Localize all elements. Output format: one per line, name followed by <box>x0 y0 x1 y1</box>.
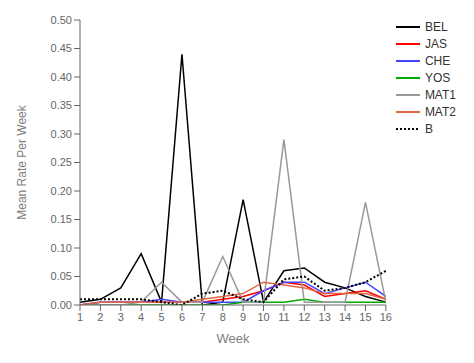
svg-text:0.10: 0.10 <box>51 242 72 254</box>
svg-text:5: 5 <box>159 311 165 323</box>
svg-text:12: 12 <box>298 311 310 323</box>
html-text:MAT1: MAT1 <box>424 88 456 102</box>
svg-text:4: 4 <box>138 311 144 323</box>
html-text:B: B <box>424 122 433 136</box>
svg-text:16: 16 <box>380 311 392 323</box>
svg-text:10: 10 <box>257 311 269 323</box>
svg-text:Week: Week <box>216 331 249 346</box>
svg-text:0.45: 0.45 <box>51 42 72 54</box>
svg-text:0.25: 0.25 <box>51 156 72 168</box>
svg-text:15: 15 <box>359 311 371 323</box>
svg-text:0.20: 0.20 <box>51 185 72 197</box>
svg-text:9: 9 <box>240 311 246 323</box>
svg-text:13: 13 <box>319 311 331 323</box>
svg-text:Mean Rate Per Week: Mean Rate Per Week <box>15 104 29 219</box>
html-text:JAS: JAS <box>424 37 447 51</box>
svg-text:0.35: 0.35 <box>51 99 72 111</box>
svg-text:7: 7 <box>199 311 205 323</box>
svg-text:3: 3 <box>118 311 124 323</box>
svg-text:0.40: 0.40 <box>51 71 72 83</box>
html-text:BEL: BEL <box>424 20 448 34</box>
html-text:YOS: YOS <box>424 71 451 85</box>
svg-text:1: 1 <box>77 311 83 323</box>
html-text:MAT2: MAT2 <box>424 105 456 119</box>
svg-text:11: 11 <box>278 311 289 323</box>
svg-text:0.50: 0.50 <box>51 14 72 26</box>
svg-text:8: 8 <box>220 311 226 323</box>
svg-text:2: 2 <box>97 311 103 323</box>
svg-text:14: 14 <box>339 311 351 323</box>
svg-text:0.15: 0.15 <box>51 213 72 225</box>
svg-text:0.30: 0.30 <box>51 128 72 140</box>
svg-text:0.00: 0.00 <box>51 299 72 311</box>
html-text:CHE: CHE <box>424 54 451 68</box>
svg-text:6: 6 <box>179 311 185 323</box>
svg-text:0.05: 0.05 <box>51 270 72 282</box>
